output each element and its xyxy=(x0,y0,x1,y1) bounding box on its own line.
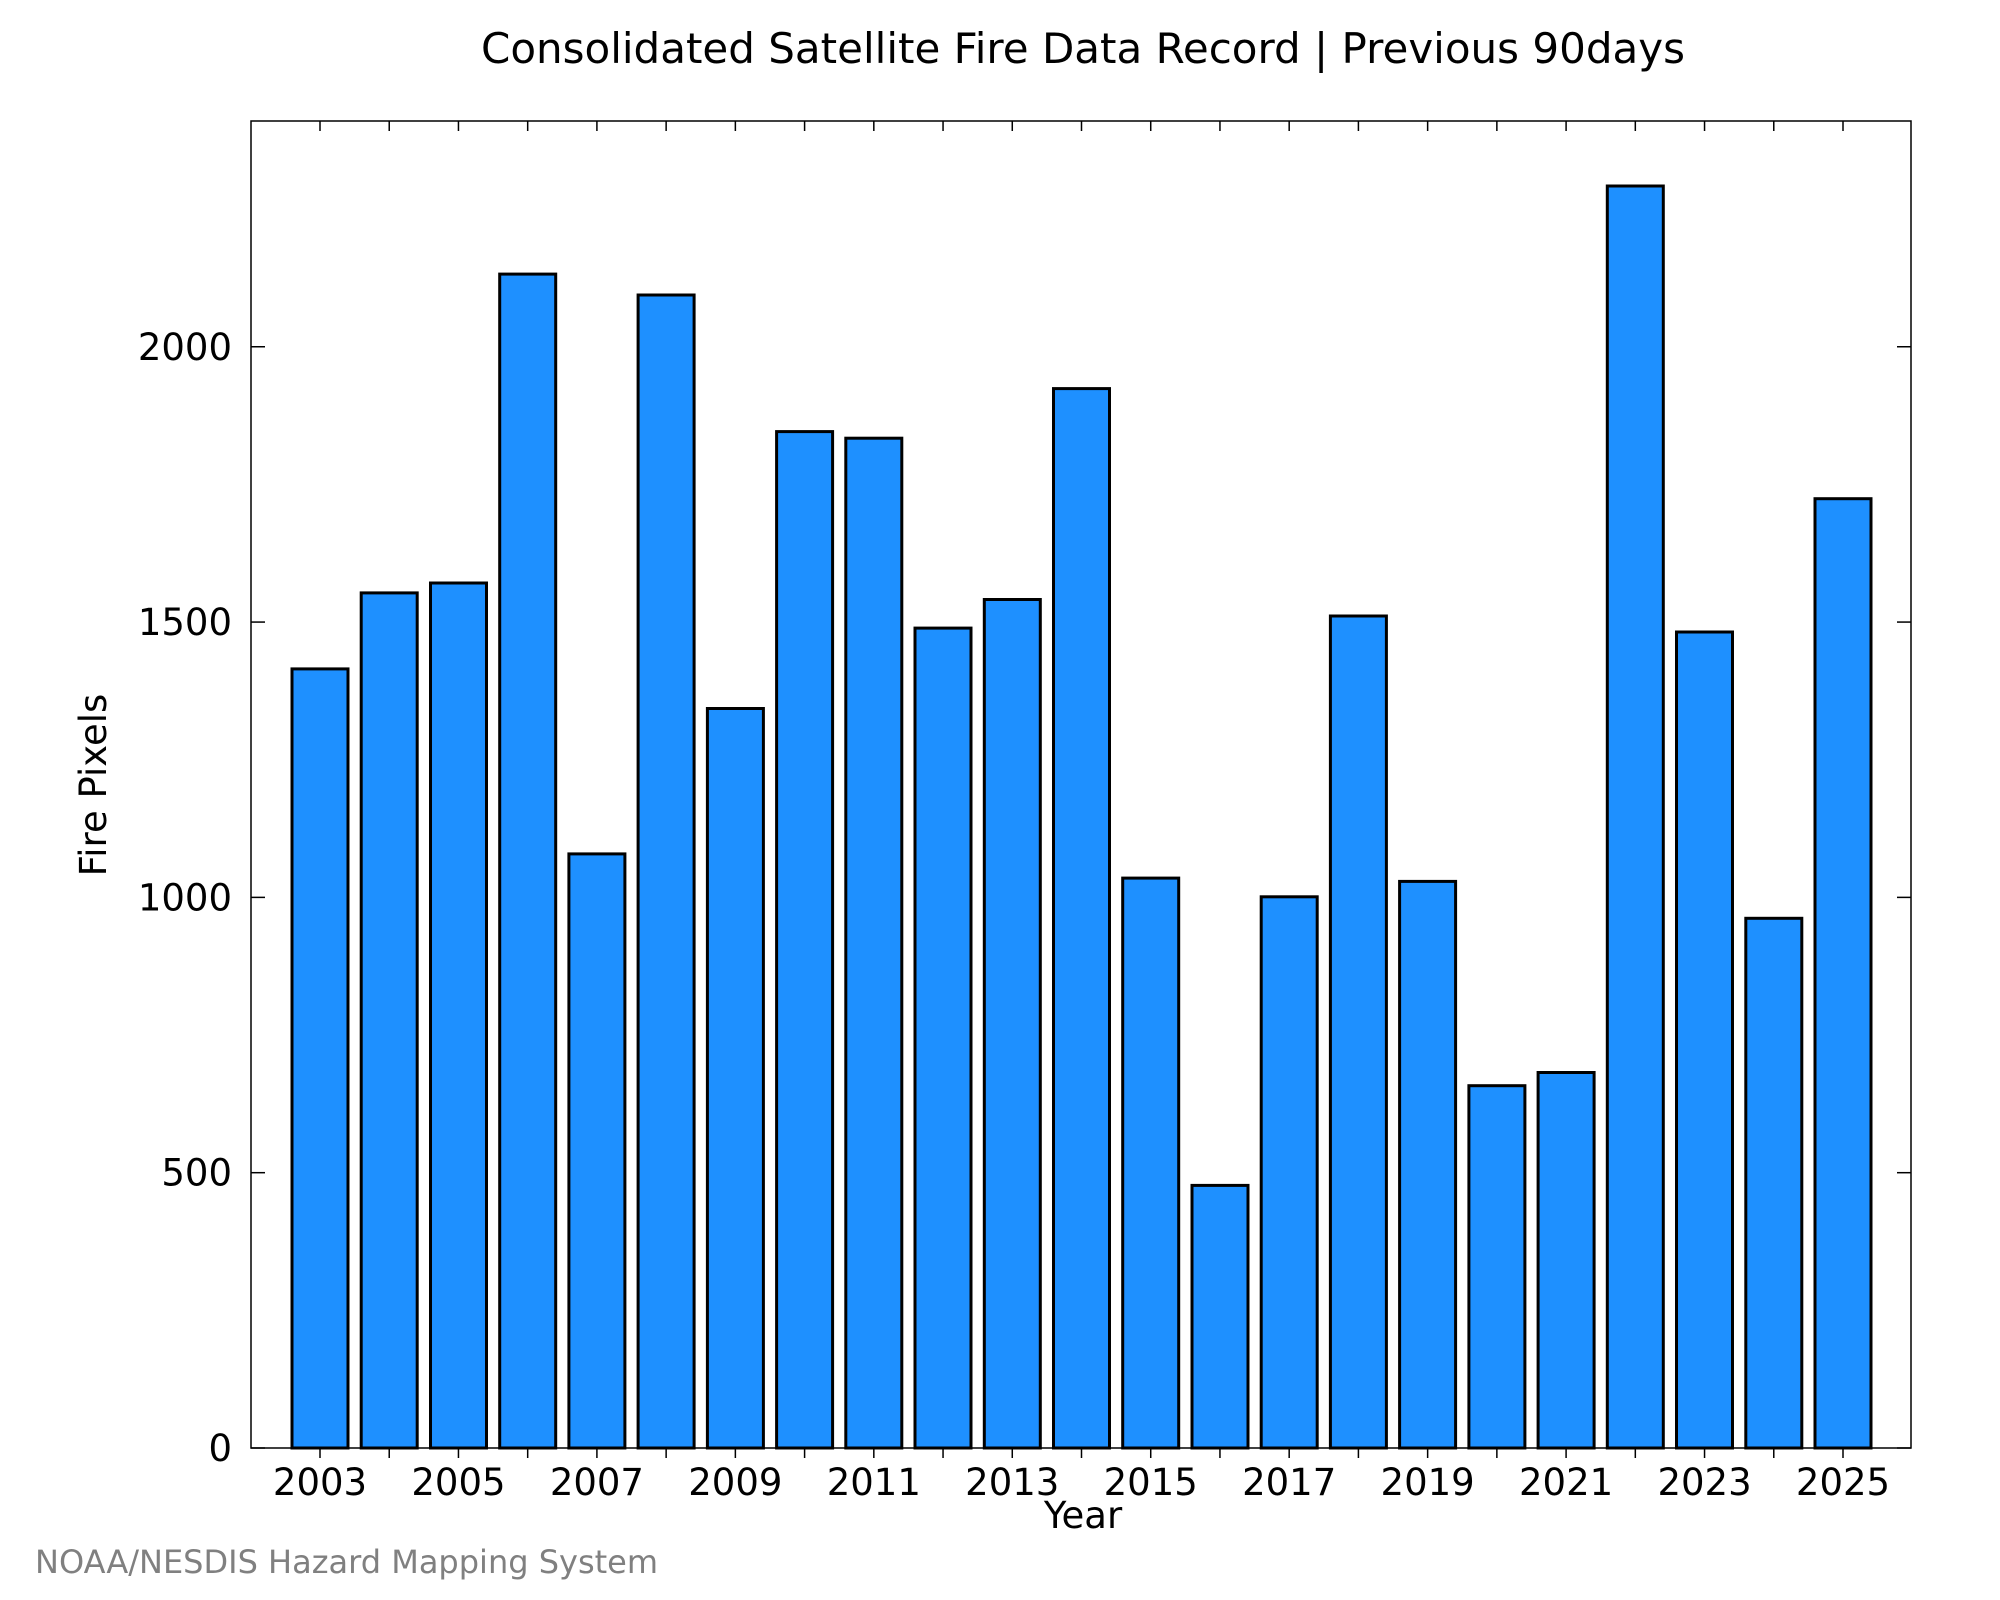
x-tick-label: 2007 xyxy=(550,1461,644,1504)
x-tick-label: 2023 xyxy=(1657,1461,1751,1504)
bar-2009 xyxy=(705,707,765,1450)
bar-2007 xyxy=(567,852,627,1450)
bar-2018 xyxy=(1328,614,1388,1450)
bar-2011 xyxy=(844,436,904,1450)
bar-2004 xyxy=(359,591,419,1450)
y-tick-label: 1000 xyxy=(138,876,232,919)
x-tick-label: 2003 xyxy=(273,1461,367,1504)
x-tick-label: 2025 xyxy=(1796,1461,1890,1504)
y-axis-ticks: 0 500 1000 1500 2000 xyxy=(138,326,1911,1470)
y-tick-label: 1500 xyxy=(138,601,232,644)
bar-2008 xyxy=(636,293,696,1450)
bar-2023 xyxy=(1675,630,1734,1450)
y-tick-label: 2000 xyxy=(138,326,232,369)
x-tick-label: 2019 xyxy=(1381,1461,1475,1504)
bar-2025 xyxy=(1813,497,1873,1450)
x-tick-label: 2015 xyxy=(1104,1461,1198,1504)
bar-2005 xyxy=(429,581,488,1450)
credit-text: NOAA/NESDIS Hazard Mapping System xyxy=(35,1543,658,1581)
bar-2024 xyxy=(1744,916,1804,1450)
x-axis-label: Year xyxy=(1043,1494,1123,1537)
bar-2012 xyxy=(913,626,973,1450)
bar-2010 xyxy=(775,430,835,1450)
y-tick-label: 500 xyxy=(161,1152,232,1195)
x-tick-label: 2005 xyxy=(411,1461,505,1504)
bar-2020 xyxy=(1467,1084,1527,1450)
x-tick-label: 2011 xyxy=(827,1461,921,1504)
bar-2006 xyxy=(498,272,558,1450)
chart-title: Consolidated Satellite Fire Data Record … xyxy=(481,24,1685,73)
bar-2016 xyxy=(1190,1183,1250,1450)
bar-2022 xyxy=(1605,184,1665,1450)
bar-2003 xyxy=(290,667,350,1450)
x-axis-ticks: 2003 2005 2007 2009 2011 2013 2015 2017 2019 2021… xyxy=(273,121,1890,1504)
bar-2013 xyxy=(982,598,1042,1450)
bar-2015 xyxy=(1121,876,1181,1450)
x-tick-label: 2009 xyxy=(688,1461,782,1504)
x-tick-label: 2013 xyxy=(965,1461,1059,1504)
y-tick-label: 0 xyxy=(208,1427,232,1470)
bar-2014 xyxy=(1052,387,1111,1450)
x-tick-label: 2021 xyxy=(1519,1461,1613,1504)
bar-2019 xyxy=(1398,879,1458,1450)
bar-2021 xyxy=(1536,1071,1596,1450)
bar-2017 xyxy=(1259,895,1319,1450)
y-axis-label: Fire Pixels xyxy=(72,694,115,877)
x-tick-label: 2017 xyxy=(1242,1461,1336,1504)
bars-group xyxy=(290,184,1873,1450)
